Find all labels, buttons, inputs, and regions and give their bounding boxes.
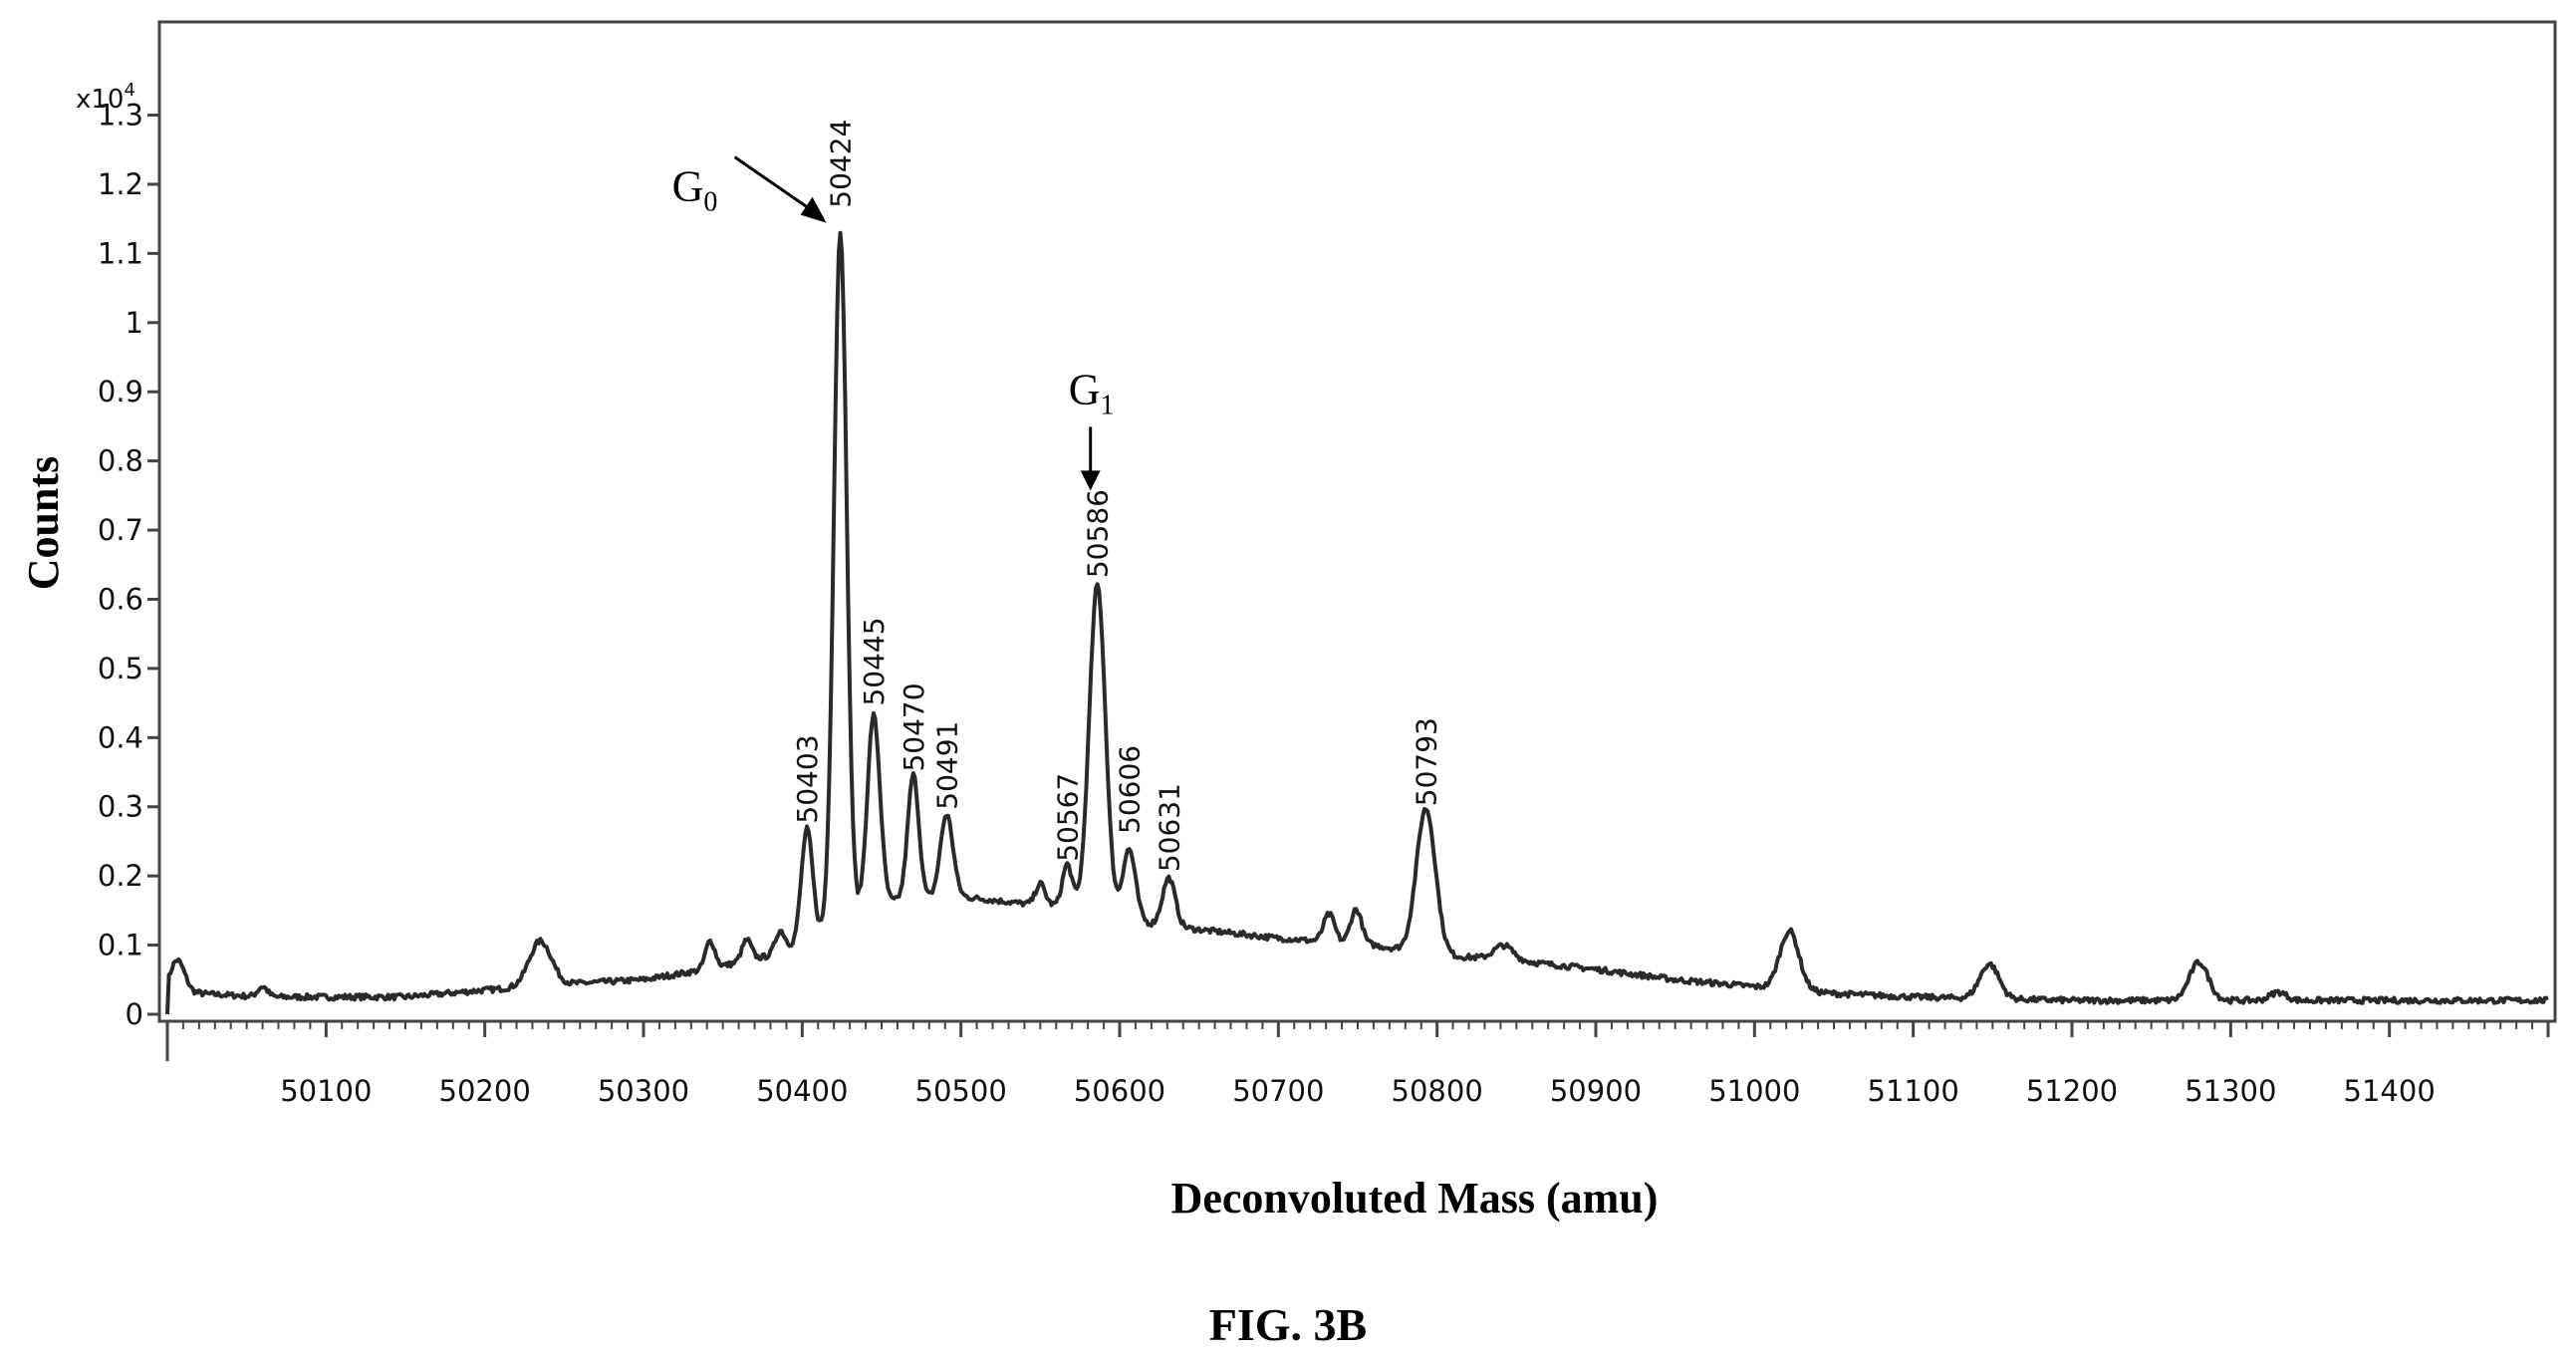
y-tick-label: 1.3 xyxy=(98,99,143,133)
figure-caption: FIG. 3B xyxy=(1209,1299,1367,1350)
x-tick-label: 50300 xyxy=(598,1074,689,1108)
peak-label: 50567 xyxy=(1051,773,1084,862)
x-tick-label: 50800 xyxy=(1392,1074,1483,1108)
x-tick-label: 51400 xyxy=(2344,1074,2436,1108)
y-tick-label: 0.7 xyxy=(98,513,143,547)
g1-arrowhead xyxy=(1080,470,1101,491)
x-tick-label: 51000 xyxy=(1708,1074,1800,1108)
g1-annotation-label: G1 xyxy=(1069,365,1115,420)
y-tick-label: 0.4 xyxy=(98,720,143,754)
peak-label: 50606 xyxy=(1114,745,1147,834)
peak-label: 50491 xyxy=(930,721,963,810)
peak-label: 50424 xyxy=(825,120,858,208)
peak-label: 50631 xyxy=(1153,783,1185,872)
y-tick-label: 0.5 xyxy=(98,652,143,685)
annotations: G0 G1 xyxy=(672,155,1115,491)
y-tick-label: 0.6 xyxy=(98,582,143,616)
x-axis-ticks: 50100 50200 50300 50400 50500 50600 50700 50800… xyxy=(165,1021,2550,1108)
x-tick-label: 51200 xyxy=(2026,1074,2118,1108)
y-tick-label: 0.2 xyxy=(98,859,143,893)
y-tick-label: 0.8 xyxy=(98,444,143,478)
y-tick-label: 0.9 xyxy=(98,375,143,408)
g0-annotation-label: G0 xyxy=(672,162,718,218)
g0-arrow-line xyxy=(733,155,820,216)
x-tick-label: 50100 xyxy=(280,1074,372,1108)
x-tick-label: 50700 xyxy=(1232,1074,1324,1108)
x-tick-label: 50500 xyxy=(915,1074,1007,1108)
y-tick-label: 1.1 xyxy=(98,236,143,270)
x-tick-label: 50400 xyxy=(756,1074,848,1108)
y-axis-multiplier: x104 xyxy=(76,80,135,115)
peak-label: 50586 xyxy=(1082,489,1115,578)
x-tick-label: 51300 xyxy=(2185,1074,2276,1108)
peak-label: 50445 xyxy=(858,617,891,705)
y-tick-label: 1 xyxy=(126,306,143,340)
peak-label: 50470 xyxy=(898,682,930,771)
y-axis-ticks: 0 0.1 0.2 0.3 0.4 0.5 0.6 0.7 0.8 0.9 1 1.1 1.2 1.3 xyxy=(98,99,159,1031)
x-tick-label: 50900 xyxy=(1550,1074,1642,1108)
y-tick-label: 0.1 xyxy=(98,929,143,962)
x-axis-title: Deconvoluted Mass (amu) xyxy=(1171,1174,1659,1223)
peak-label: 50403 xyxy=(791,734,824,823)
y-tick-label: 1.2 xyxy=(98,167,143,201)
x-tick-label: 50200 xyxy=(439,1074,531,1108)
x-tick-label: 50600 xyxy=(1074,1074,1165,1108)
spectrum-line xyxy=(165,230,2549,1015)
g0-arrowhead xyxy=(800,196,827,223)
peak-label: 50793 xyxy=(1411,717,1443,806)
x-tick-label: 51100 xyxy=(1868,1074,1959,1108)
y-tick-label: 0.3 xyxy=(98,790,143,824)
plot-frame xyxy=(157,20,2557,1023)
y-tick-label: 0 xyxy=(126,997,143,1031)
y-axis-title: Counts xyxy=(19,456,68,591)
